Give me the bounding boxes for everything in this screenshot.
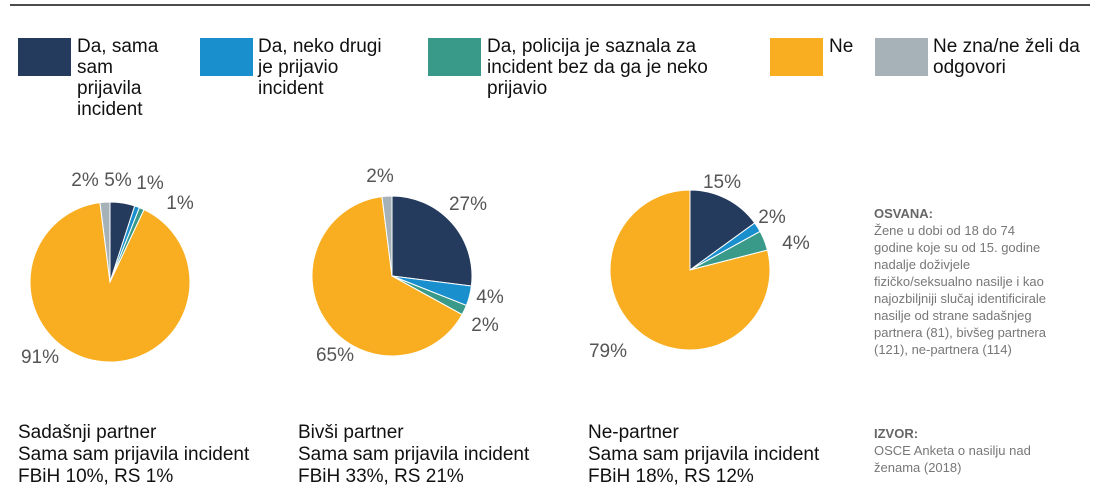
data-label: 4% — [782, 233, 810, 254]
chart-subtitle: Sama sam prijavila incident — [298, 444, 530, 465]
legend-swatch — [770, 38, 823, 76]
legend-swatch — [18, 38, 71, 76]
chart-annotation: FBiH 18%, RS 12% — [588, 466, 754, 487]
pie-slice — [29, 202, 191, 363]
pie-slice — [311, 196, 463, 357]
pie-slice — [609, 189, 771, 351]
sample-note: OSVANA: Žene u dobi od 18 do 74 godine k… — [874, 205, 1054, 358]
pie-slice — [689, 189, 756, 271]
data-label: 65% — [316, 345, 354, 366]
legend-label: Da, neko drugi je prijavio incident — [258, 36, 382, 99]
legend-swatch — [200, 38, 253, 76]
sample-text: Žene u dobi od 18 do 74 godine koje su o… — [874, 223, 1046, 357]
data-label: 4% — [476, 287, 504, 308]
legend-label: Da, policija je saznala za incident bez … — [487, 36, 708, 99]
data-label: 27% — [449, 194, 487, 215]
data-label: 2% — [471, 315, 499, 336]
chart-title: Bivši partner — [298, 422, 404, 443]
chart-subtitle: Sama sam prijavila incident — [588, 444, 820, 465]
chart-title: Ne-partner — [588, 422, 679, 443]
legend-label: Ne — [829, 36, 854, 57]
data-label: 15% — [703, 172, 741, 193]
data-label: 91% — [21, 347, 59, 368]
data-label: 2% — [366, 166, 394, 187]
source-title: IZVOR: — [874, 426, 919, 441]
pie-slice — [391, 195, 473, 287]
source-text: OSCE Anketa o nasilju nad ženama (2018) — [874, 443, 1031, 475]
legend-swatch — [428, 38, 481, 76]
legend-label: Ne zna/ne želi da odgovori — [933, 36, 1080, 78]
chart-title: Sadašnji partner — [18, 422, 157, 443]
data-label: 1% — [166, 193, 194, 214]
pie-slice — [381, 195, 393, 277]
chart-subtitle: Sama sam prijavila incident — [18, 444, 250, 465]
data-label: 79% — [589, 341, 627, 362]
data-label: 1% — [136, 173, 164, 194]
data-label: 2% — [758, 207, 786, 228]
source-note: IZVOR: OSCE Anketa o nasilju nad ženama … — [874, 425, 1054, 476]
data-label: 5% — [104, 170, 132, 191]
legend-swatch — [875, 38, 928, 76]
data-label: 2% — [71, 170, 99, 191]
sample-title: OSVANA: — [874, 206, 933, 221]
chart-annotation: FBiH 10%, RS 1% — [18, 466, 174, 487]
pie-slice — [99, 201, 111, 283]
legend-label: Da, sama sam prijavila incident — [77, 36, 159, 120]
chart-annotation: FBiH 33%, RS 21% — [298, 466, 464, 487]
